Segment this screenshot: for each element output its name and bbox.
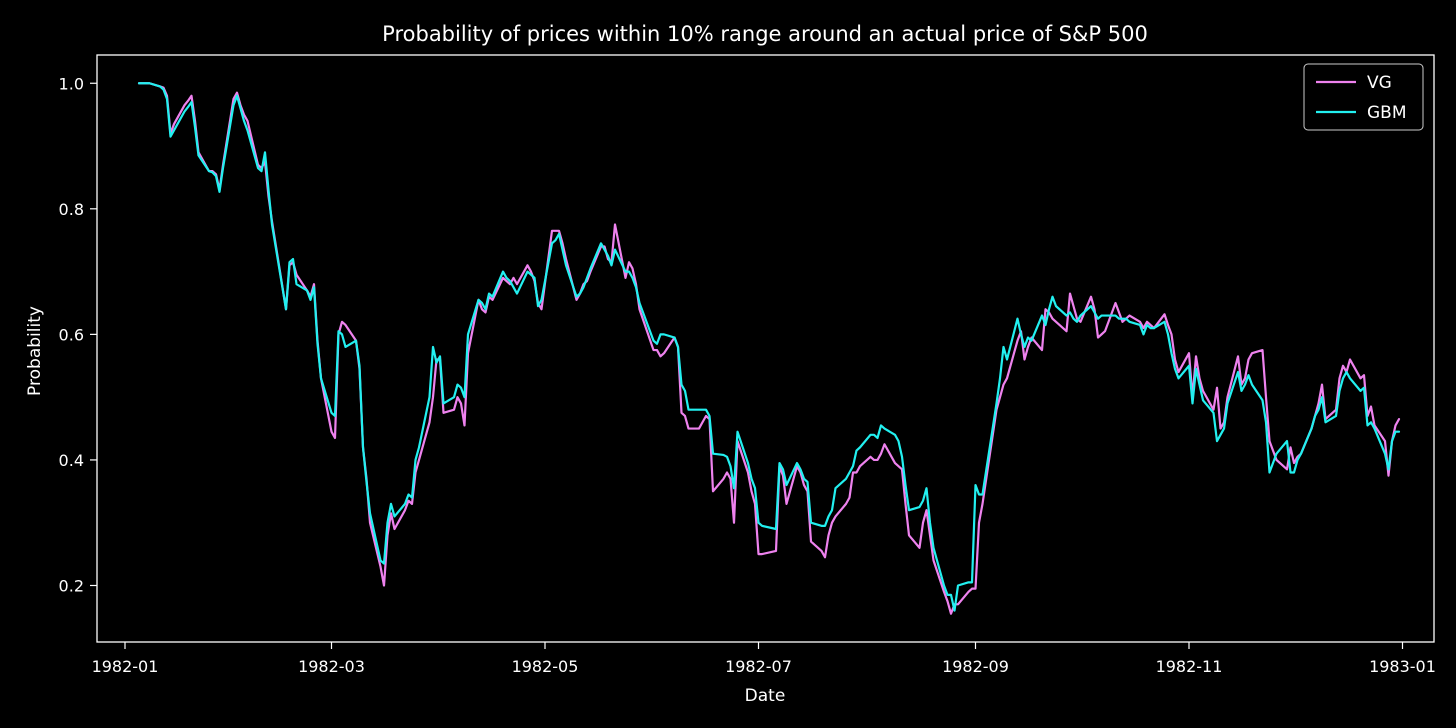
- chart-title: Probability of prices within 10% range a…: [382, 22, 1148, 46]
- y-tick-label: 0.4: [59, 451, 84, 470]
- x-tick-label: 1982-03: [298, 657, 365, 676]
- legend-box: [1303, 63, 1424, 131]
- y-tick-label: 0.8: [59, 200, 84, 219]
- x-axis-label: Date: [745, 686, 786, 706]
- legend-label-vg: VG: [1367, 73, 1392, 93]
- plot-frame: [96, 54, 1435, 643]
- y-axis-label: Probability: [25, 306, 45, 396]
- y-axis: 0.2 0.4 0.6 0.8 1.0: [59, 74, 97, 595]
- x-tick-label: 1982-01: [92, 657, 159, 676]
- x-tick-label: 1982-05: [512, 657, 579, 676]
- y-tick-label: 0.6: [59, 325, 84, 344]
- x-tick-label: 1983-01: [1369, 657, 1436, 676]
- legend-label-gbm: GBM: [1367, 103, 1407, 123]
- x-axis: 1982-01 1982-03 1982-05 1982-07 1982-09 1982-…: [92, 642, 1436, 676]
- x-tick-label: 1982-11: [1156, 657, 1223, 676]
- x-tick-label: 1982-09: [942, 657, 1009, 676]
- x-tick-label: 1982-07: [725, 657, 792, 676]
- y-tick-label: 1.0: [59, 74, 84, 93]
- series-layer: [137, 82, 1401, 615]
- legend: VG GBM: [1303, 63, 1424, 131]
- y-tick-label: 0.2: [59, 576, 84, 595]
- series-line-gbm: [137, 82, 1401, 612]
